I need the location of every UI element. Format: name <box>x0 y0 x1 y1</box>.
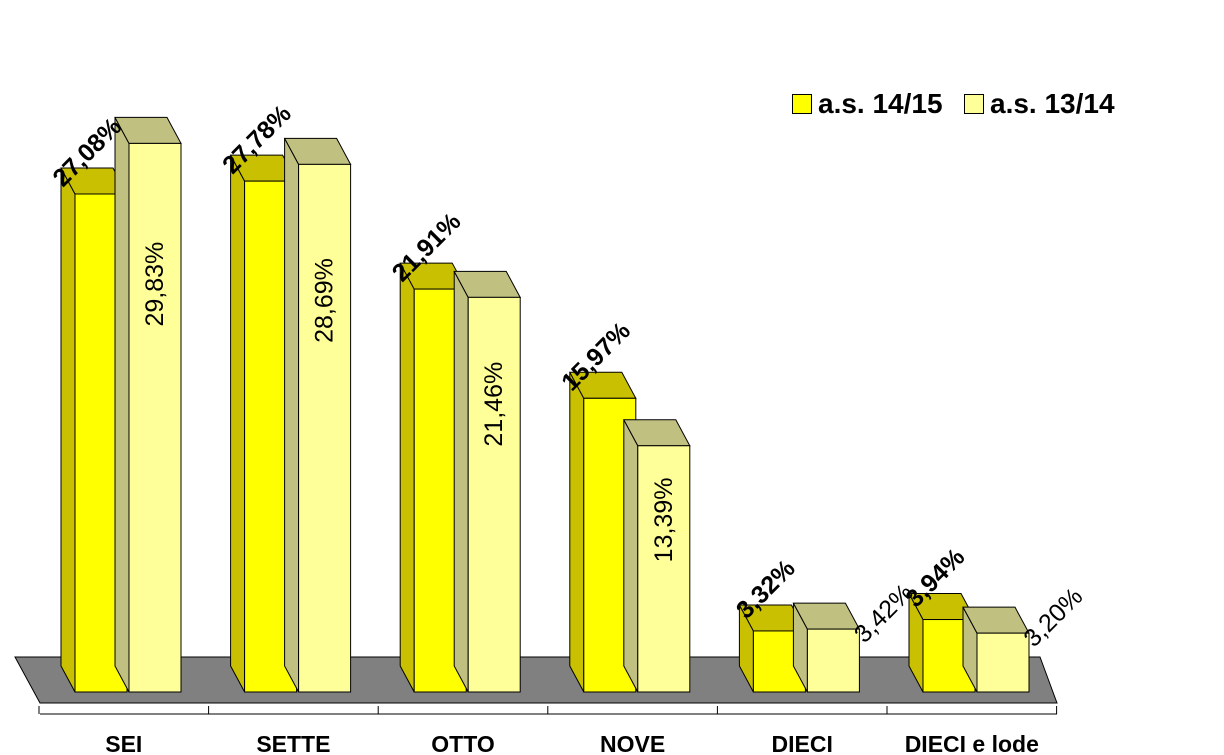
bar-side-face <box>114 117 130 693</box>
bar-side-face <box>623 419 639 693</box>
data-label-series-2: 28,69% <box>311 258 339 343</box>
bar-front-face <box>467 296 521 693</box>
bar-series-2 <box>453 270 522 693</box>
legend-label-series-1: a.s. 14/15 <box>818 88 943 119</box>
data-label-series-2: 29,83% <box>141 242 169 327</box>
data-label-series-2: 21,46% <box>480 362 508 447</box>
bar-side-face <box>453 271 469 693</box>
bar-side-face <box>284 138 300 693</box>
legend-item-series-1: a.s. 14/15 <box>792 84 943 124</box>
x-axis: SEI SETTE OTTO NOVE DIECI DIECI e lode <box>38 706 1058 755</box>
legend-swatch-series-1 <box>792 94 812 114</box>
bar-front-face <box>298 163 352 693</box>
bar-front-face <box>806 628 860 693</box>
bar-series-2 <box>622 419 691 693</box>
legend-label-series-2: a.s. 13/14 <box>990 88 1115 119</box>
legend-swatch-series-2 <box>964 94 984 114</box>
x-tick-label: SETTE <box>256 731 330 755</box>
bars-group <box>60 116 1030 693</box>
data-label-series-2: 3,20% <box>1018 583 1088 653</box>
bar-series-2 <box>114 116 182 693</box>
bar-front-face <box>128 142 182 693</box>
bar-side-face <box>399 262 415 693</box>
bar-series-1 <box>908 593 976 693</box>
x-tick-label: NOVE <box>600 731 665 755</box>
bar-series-2 <box>283 137 352 693</box>
x-tick-label: DIECI <box>772 731 833 755</box>
bar-side-face <box>230 154 246 693</box>
bar-series-2 <box>792 602 861 693</box>
legend-item-series-2: a.s. 13/14 <box>964 84 1115 124</box>
x-tick-label: DIECI e lode <box>905 731 1039 755</box>
data-label-series-2: 13,39% <box>650 478 678 563</box>
bar-front-face <box>637 445 691 693</box>
data-labels-group: 27,08%29,83%27,78%28,69%21,91%21,46%15,9… <box>47 100 1088 653</box>
bar-side-face <box>569 372 585 693</box>
bar-side-face <box>60 167 76 693</box>
bar-front-face <box>976 632 1030 693</box>
x-tick-label: SEI <box>105 731 142 755</box>
x-tick-label: OTTO <box>431 731 494 755</box>
bar-series-2 <box>962 606 1030 693</box>
